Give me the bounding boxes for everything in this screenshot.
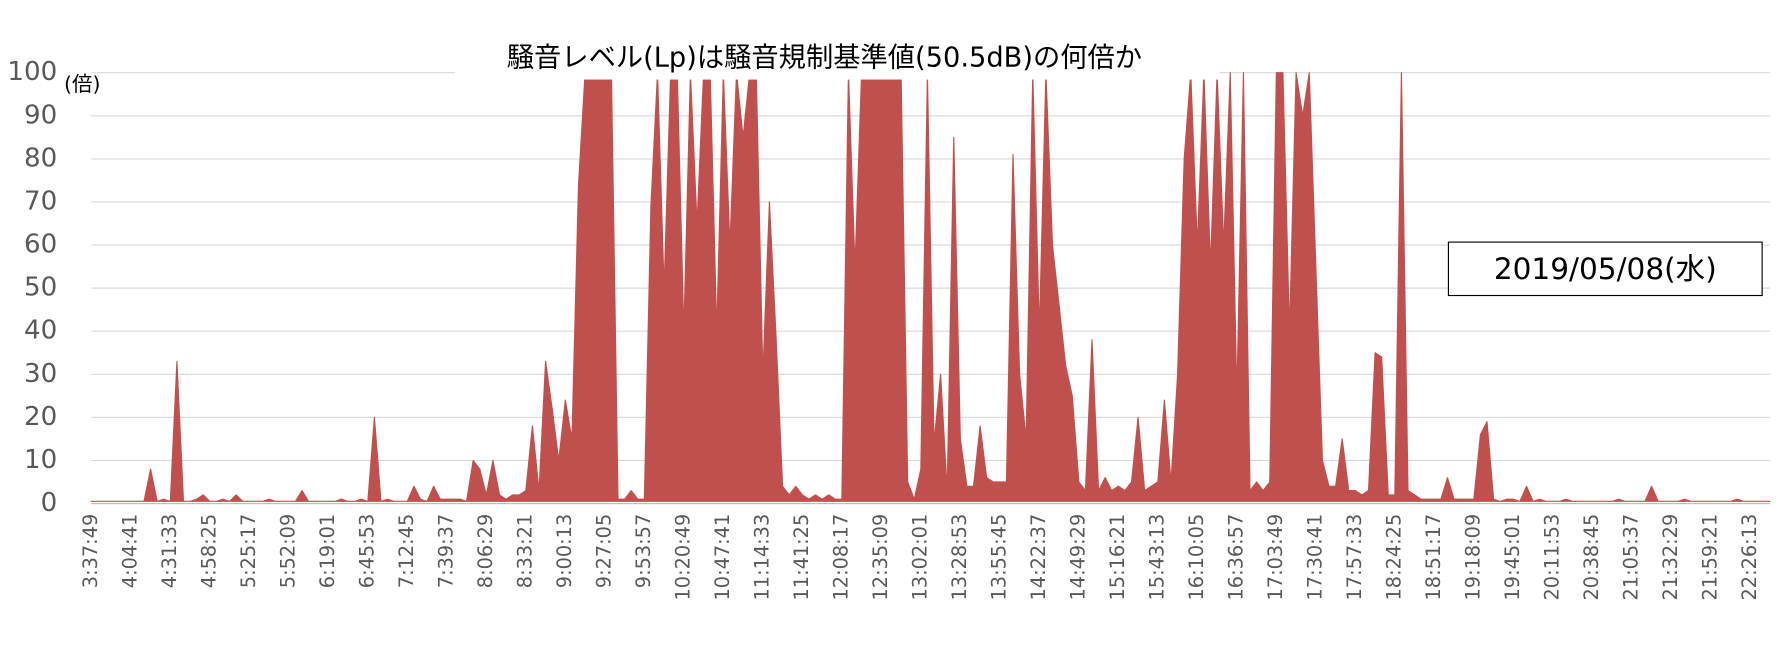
x-tick-label: 5:52:09 [276,514,299,588]
x-tick-label: 9:53:57 [632,514,655,588]
y-tick-label: 70 [24,186,57,216]
x-tick-label: 4:31:33 [158,514,181,588]
x-tick-label: 16:10:05 [1185,514,1208,601]
x-tick-label: 9:27:05 [592,514,615,588]
x-tick-label: 8:06:29 [474,514,497,588]
data-layer [90,72,1771,505]
x-tick-label: 21:32:29 [1659,514,1682,601]
x-tick-label: 21:05:37 [1619,514,1642,601]
x-tick-label: 13:02:01 [908,514,931,601]
x-tick-label: 11:41:25 [790,514,813,601]
x-tick-label: 15:16:21 [1106,514,1129,601]
annotation-box [1447,241,1763,297]
x-tick-label: 17:03:49 [1264,514,1287,601]
x-tick-label: 17:57:33 [1343,514,1366,601]
x-tick-label: 6:19:01 [316,514,339,588]
title-background [455,38,1219,80]
x-tick-label: 19:45:01 [1501,514,1524,601]
y-tick-label: 0 [41,488,58,518]
y-tick-label: 80 [24,143,57,173]
x-tick-label: 22:26:13 [1738,514,1761,601]
x-tick-label: 14:49:29 [1066,514,1089,601]
noise-area [90,72,1771,502]
x-tick-label: 20:38:45 [1580,514,1603,601]
chart-title: 騒音レベル(Lp)は騒音規制基準値(50.5dB)の何倍か [507,43,1142,74]
x-tick-label: 18:51:17 [1422,514,1445,601]
x-tick-label: 17:30:41 [1303,514,1326,601]
x-tick-label: 12:35:09 [869,514,892,601]
y-tick-label: 100 [7,57,57,87]
y-tick-label: 50 [24,273,57,303]
x-tick-label: 21:59:21 [1698,514,1721,601]
x-tick-label: 19:18:09 [1461,514,1484,601]
y-tick-label: 90 [24,100,57,130]
x-tick-label: 10:47:41 [711,514,734,601]
x-tick-label: 14:22:37 [1027,514,1050,601]
annotation: 2019/05/08(水) [1494,252,1717,286]
x-tick-label: 7:12:45 [395,514,418,588]
y-tick-label: 30 [24,359,57,389]
y-tick-label: 10 [24,445,57,475]
y-tick-label: 40 [24,316,57,346]
x-tick-label: 6:45:53 [355,514,378,588]
x-tick-label: 5:25:17 [237,514,260,588]
x-tick-label: 4:58:25 [197,514,220,588]
y-tick-label: 20 [24,402,57,432]
x-tick-label: 13:28:53 [948,514,971,601]
x-tick-label: 15:43:13 [1145,514,1168,601]
x-tick-label: 3:37:49 [79,514,102,588]
x-tick-label: 16:36:57 [1224,514,1247,601]
x-tick-label: 8:33:21 [513,514,536,588]
x-tick-label: 9:00:13 [553,514,576,588]
x-tick-label: 18:24:25 [1382,514,1405,601]
x-tick-label: 11:14:33 [750,514,773,601]
y-tick-label: 60 [24,230,57,260]
x-tick-label: 12:08:17 [829,514,852,601]
y-unit: (倍) [64,72,100,96]
x-tick-label: 10:20:49 [671,514,694,601]
x-tick-label: 4:04:41 [118,514,141,588]
x-tick-label: 20:11:53 [1540,514,1563,601]
x-tick-label: 13:55:45 [987,514,1010,601]
x-tick-label: 7:39:37 [434,514,457,588]
